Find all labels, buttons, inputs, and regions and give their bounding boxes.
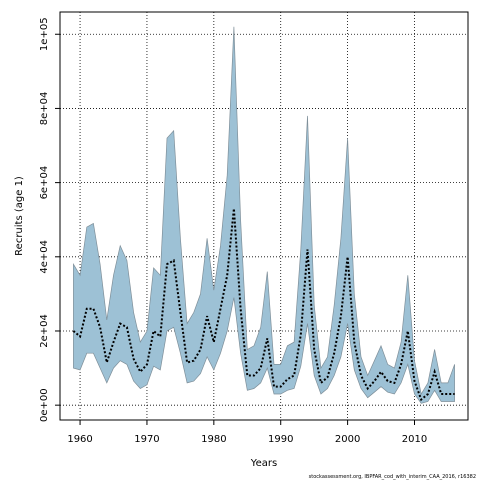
- footnote: stockassessment.org, IBPFAR_cod_with_int…: [309, 474, 476, 480]
- x-tick-label-4: 2000: [335, 434, 360, 445]
- x-axis: 1960 1970 1980 1990 2000 2010: [67, 420, 427, 445]
- x-tick-label-1: 1970: [134, 434, 159, 445]
- y-tick-label-5: 1e+05: [39, 17, 50, 51]
- confidence-band: [73, 26, 455, 404]
- x-tick-label-0: 1960: [67, 434, 92, 445]
- y-tick-label-1: 2e+04: [39, 314, 50, 348]
- x-tick-label-5: 2010: [402, 434, 427, 445]
- y-axis-label: Recruits (age 1): [14, 176, 25, 256]
- y-tick-label-3: 6e+04: [39, 166, 50, 200]
- x-tick-label-2: 1980: [201, 434, 226, 445]
- estimate-line: [72, 208, 455, 402]
- y-axis: 0e+00 2e+04 4e+04 6e+04 8e+04 1e+05: [39, 17, 60, 422]
- x-axis-label: Years: [250, 458, 277, 469]
- plot-frame: [59, 11, 469, 421]
- y-tick-label-0: 0e+00: [39, 388, 50, 422]
- x-tick-label-3: 1990: [268, 434, 293, 445]
- y-tick-label-2: 4e+04: [39, 240, 50, 274]
- y-tick-label-4: 8e+04: [39, 92, 50, 126]
